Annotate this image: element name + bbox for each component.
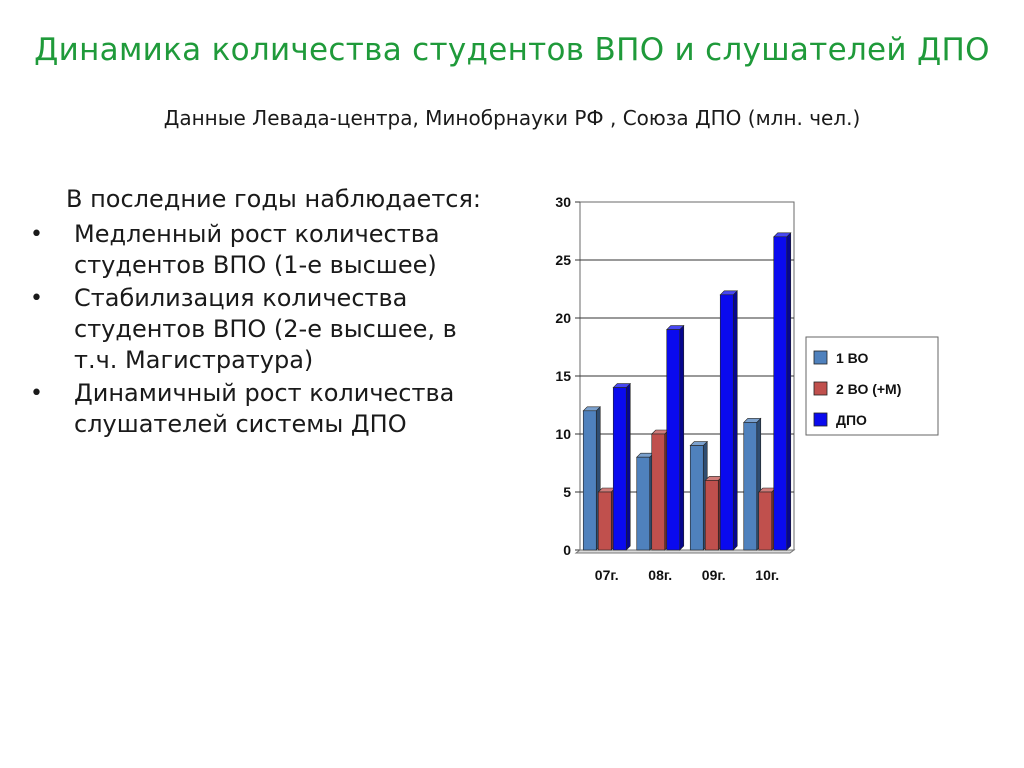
legend-swatch: [813, 412, 828, 427]
bar-side: [625, 382, 631, 551]
category-label: 10г.: [755, 567, 779, 583]
y-tick-label: 20: [555, 310, 571, 326]
y-tick-label: 30: [555, 194, 571, 210]
category-label: 07г.: [595, 567, 619, 583]
chart-floor: [574, 549, 796, 554]
bar: [689, 445, 704, 551]
bullet-item: • Медленный рост количества студентов ВПО…: [28, 219, 488, 281]
text-block: В последние годы наблюдается: • Медленный…: [28, 184, 488, 442]
bar: [758, 491, 773, 551]
legend-label: 1 ВО: [836, 350, 868, 366]
legend-box: [805, 336, 939, 436]
slide-subtitle: Данные Левада-центра, Минобрнауки РФ , С…: [163, 106, 861, 130]
bullet-item: • Динамичный рост количества слушателей с…: [28, 378, 488, 440]
bullet-dot-icon: •: [30, 381, 43, 406]
bar: [582, 410, 597, 551]
intro-text: В последние годы наблюдается:: [66, 185, 482, 213]
legend-swatch: [813, 381, 828, 396]
bullet-dot-icon: •: [30, 222, 43, 247]
bar: [773, 236, 788, 551]
bullet-text: Медленный рост количества студентов ВПО …: [74, 220, 440, 279]
bar: [651, 433, 666, 551]
bar: [743, 422, 758, 551]
y-tick-label: 25: [555, 252, 571, 268]
y-tick-label: 5: [563, 484, 571, 500]
category-label: 09г.: [702, 567, 726, 583]
bar-chart: 0 5 10 15 20 25 30 07г. 08г. 09г. 10г. 1 ВО 2 ВО (+М…: [555, 194, 939, 583]
legend-label: ДПО: [836, 412, 867, 428]
bar-side: [786, 232, 792, 551]
bar: [719, 294, 734, 551]
bullet-text: Динамичный рост количества слушателей си…: [74, 379, 455, 438]
bar: [704, 480, 719, 551]
bullet-item: • Стабилизация количества студентов ВПО (…: [28, 283, 488, 376]
bar: [597, 491, 612, 551]
category-label: 08г.: [648, 567, 672, 583]
legend-swatch: [813, 350, 828, 365]
bar-side: [679, 324, 685, 551]
bullet-text: Стабилизация количества студентов ВПО (2…: [74, 284, 457, 374]
bullet-list: • Медленный рост количества студентов ВПО…: [28, 219, 488, 440]
bar: [636, 456, 651, 551]
legend-label: 2 ВО (+М): [836, 381, 901, 397]
y-tick-label: 0: [563, 542, 571, 558]
y-tick-label: 15: [555, 368, 571, 384]
slide-title: Динамика количества студентов ВПО и слуш…: [34, 32, 990, 68]
bullet-dot-icon: •: [30, 286, 43, 311]
bar-side: [732, 290, 738, 551]
bar: [612, 387, 627, 551]
y-tick-label: 10: [555, 426, 571, 442]
bar: [666, 329, 681, 551]
